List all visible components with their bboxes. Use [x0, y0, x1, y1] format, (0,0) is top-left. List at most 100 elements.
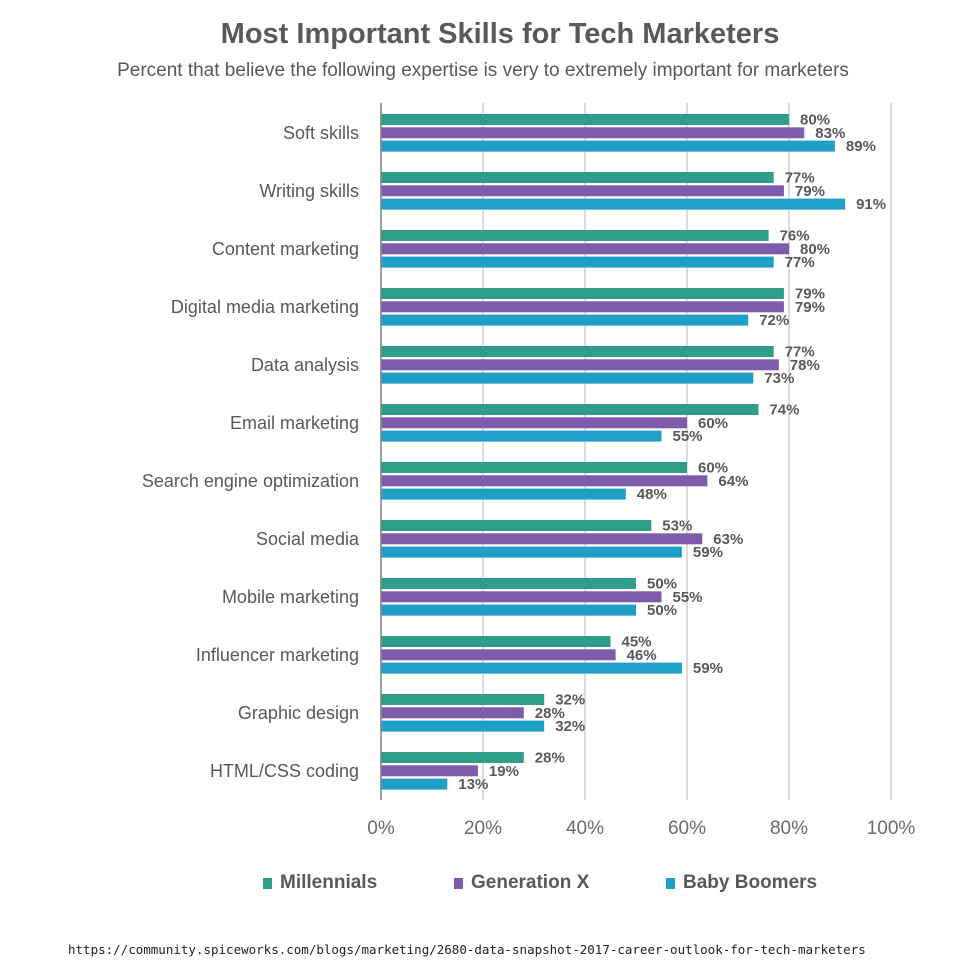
bar-generation-x	[381, 707, 524, 719]
legend-item-generation-x: Generation X	[454, 872, 589, 894]
legend-label: Millennials	[280, 872, 378, 893]
category-labels: Soft skills Writing skills Content marketi…	[142, 123, 360, 781]
bars	[381, 114, 846, 790]
category-label: Digital media marketing	[171, 297, 359, 317]
gridlines	[482, 103, 892, 800]
bar-millennials	[381, 172, 774, 183]
source-url: https://community.spiceworks.com/blogs/m…	[68, 942, 866, 957]
data-label: 79%	[795, 286, 825, 303]
bar-baby-boomers	[381, 140, 835, 152]
category-label: Search engine optimization	[142, 471, 359, 491]
data-label: 77%	[785, 344, 815, 361]
x-tick-label: 80%	[770, 818, 808, 839]
data-label: 48%	[637, 486, 667, 503]
data-label: 46%	[627, 647, 657, 664]
bar-baby-boomers	[381, 778, 448, 790]
bar-millennials	[381, 636, 611, 647]
category-label: Graphic design	[238, 703, 359, 723]
data-label: 55%	[673, 428, 703, 445]
category-label: HTML/CSS coding	[210, 761, 359, 781]
chart-title: Most Important Skills for Tech Marketers	[220, 18, 780, 50]
category-label: Content marketing	[212, 239, 359, 259]
data-label: 91%	[856, 196, 886, 213]
bar-baby-boomers	[381, 256, 774, 268]
data-label: 89%	[846, 138, 876, 155]
data-label: 77%	[785, 254, 815, 271]
data-label: 79%	[795, 183, 825, 200]
data-label: 59%	[693, 660, 723, 677]
bar-millennials	[381, 462, 687, 473]
category-label: Email marketing	[230, 413, 359, 433]
x-tick-label: 0%	[367, 818, 395, 839]
data-label: 72%	[759, 312, 789, 329]
data-label: 63%	[713, 531, 743, 548]
bar-generation-x	[381, 417, 687, 429]
bar-baby-boomers	[381, 488, 626, 500]
bar-generation-x	[381, 765, 478, 777]
data-label: 32%	[555, 718, 585, 735]
x-tick-label: 20%	[464, 818, 502, 839]
data-label: 83%	[815, 125, 845, 142]
bar-baby-boomers	[381, 720, 545, 732]
data-label: 64%	[718, 473, 748, 490]
data-label: 53%	[662, 518, 692, 535]
bar-baby-boomers	[381, 604, 636, 616]
bar-millennials	[381, 114, 789, 125]
legend-swatch	[666, 877, 675, 889]
category-label: Soft skills	[283, 123, 359, 143]
data-label: 76%	[780, 228, 810, 245]
data-label: 55%	[673, 589, 703, 606]
bar-millennials	[381, 578, 636, 589]
bar-baby-boomers	[381, 372, 754, 384]
legend: Millennials Generation X Baby Boomers	[0, 872, 980, 900]
data-label: 74%	[769, 402, 799, 419]
legend-label: Baby Boomers	[683, 872, 818, 893]
data-label: 28%	[535, 750, 565, 767]
data-label: 78%	[790, 357, 820, 374]
bar-generation-x	[381, 359, 779, 371]
data-label: 13%	[458, 776, 488, 793]
data-labels: 80%83%89%77%79%91%76%80%77%79%79%72%77%7…	[458, 112, 886, 794]
data-label: 28%	[535, 705, 565, 722]
x-tick-label: 100%	[867, 818, 916, 839]
data-label: 60%	[698, 460, 728, 477]
chart-subtitle: Percent that believe the following exper…	[117, 60, 849, 81]
legend-swatch	[454, 877, 463, 889]
category-label: Mobile marketing	[222, 587, 359, 607]
category-label: Data analysis	[251, 355, 359, 375]
bar-generation-x	[381, 649, 616, 661]
legend-item-millennials: Millennials	[263, 872, 377, 894]
bar-generation-x	[381, 591, 662, 603]
data-label: 60%	[698, 415, 728, 432]
legend-label: Generation X	[471, 872, 590, 893]
bar-baby-boomers	[381, 430, 662, 442]
data-label: 73%	[764, 370, 794, 387]
x-tick-labels: 0% 20% 40% 60% 80% 100%	[367, 818, 915, 839]
data-label: 80%	[800, 241, 830, 258]
bar-baby-boomers	[381, 546, 682, 558]
bar-millennials	[381, 752, 524, 763]
bar-generation-x	[381, 301, 784, 313]
bar-generation-x	[381, 243, 789, 255]
bar-millennials	[381, 230, 769, 241]
bar-millennials	[381, 404, 759, 415]
bar-baby-boomers	[381, 198, 846, 210]
data-label: 77%	[785, 170, 815, 187]
bar-generation-x	[381, 475, 708, 487]
bar-millennials	[381, 346, 774, 357]
x-tick-label: 60%	[668, 818, 706, 839]
bar-generation-x	[381, 533, 703, 545]
category-label: Social media	[256, 529, 360, 549]
data-label: 45%	[622, 634, 652, 651]
data-label: 50%	[647, 576, 677, 593]
data-label: 50%	[647, 602, 677, 619]
bar-generation-x	[381, 127, 805, 139]
bar-baby-boomers	[381, 314, 749, 326]
bar-millennials	[381, 288, 784, 299]
bar-millennials	[381, 520, 652, 531]
bar-millennials	[381, 694, 545, 705]
data-label: 32%	[555, 692, 585, 709]
data-label: 79%	[795, 299, 825, 316]
